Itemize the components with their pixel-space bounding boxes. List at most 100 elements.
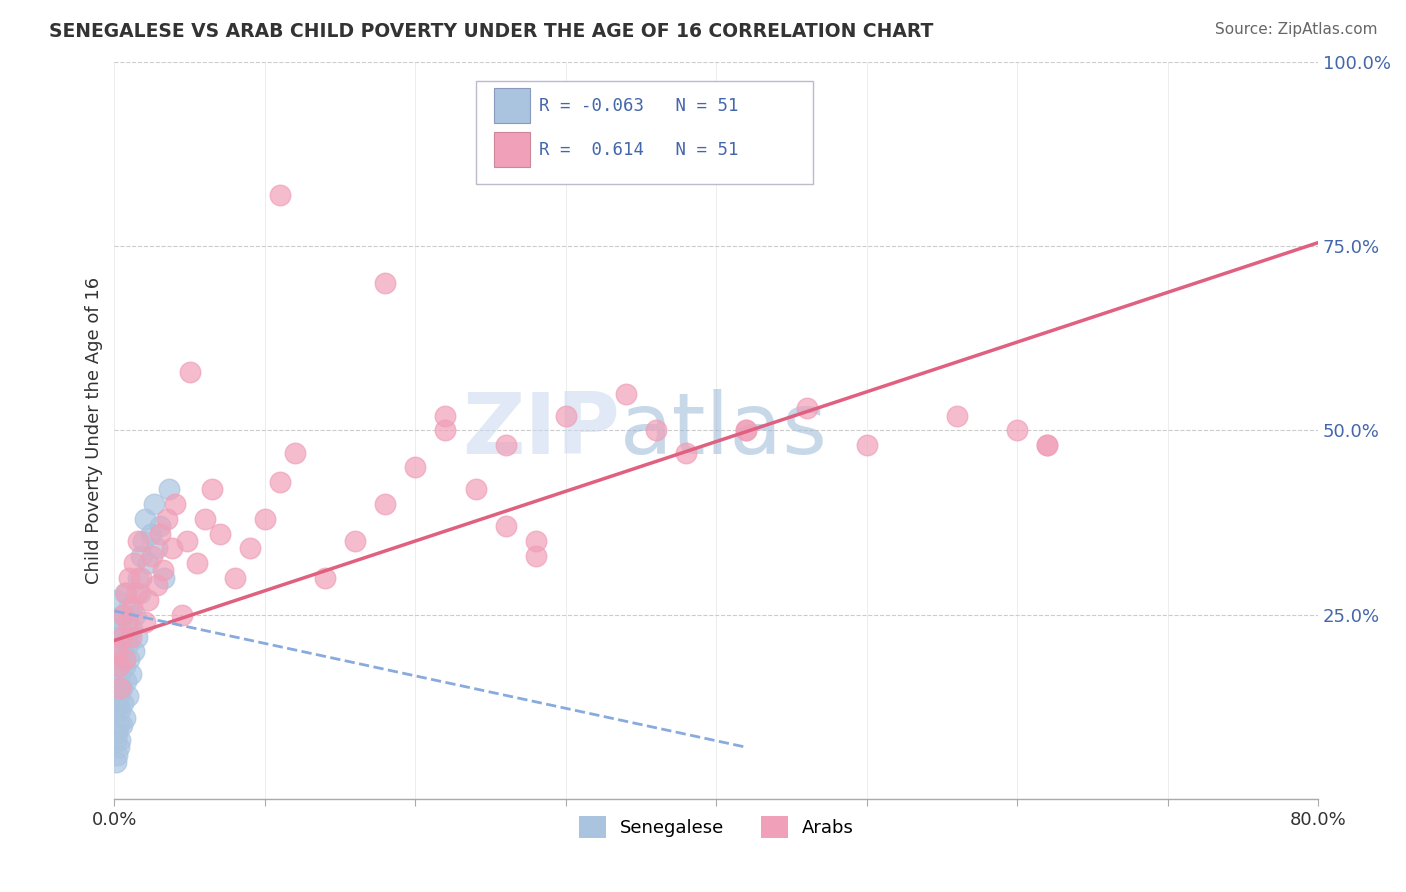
Point — [104, 703, 127, 717]
Point — [374, 497, 396, 511]
Point — [1036, 438, 1059, 452]
Point — [122, 556, 145, 570]
Point — [110, 703, 132, 717]
Point — [136, 556, 159, 570]
Point — [148, 526, 170, 541]
Point — [201, 483, 224, 497]
Y-axis label: Child Poverty Under the Age of 16: Child Poverty Under the Age of 16 — [86, 277, 103, 584]
Point — [136, 593, 159, 607]
Point — [107, 725, 129, 739]
Point — [125, 630, 148, 644]
Point — [108, 623, 131, 637]
Point — [118, 652, 141, 666]
Point — [104, 732, 127, 747]
Point — [110, 732, 132, 747]
Point — [675, 445, 697, 459]
Point — [208, 526, 231, 541]
Legend: Senegalese, Arabs: Senegalese, Arabs — [571, 808, 860, 845]
Point — [111, 644, 134, 658]
Point — [434, 409, 457, 423]
Point — [111, 718, 134, 732]
Point — [163, 497, 186, 511]
Text: Source: ZipAtlas.com: Source: ZipAtlas.com — [1215, 22, 1378, 37]
Point — [110, 666, 132, 681]
Point — [735, 424, 758, 438]
Point — [134, 615, 156, 629]
Point — [495, 438, 517, 452]
Point — [179, 365, 201, 379]
Point — [153, 571, 176, 585]
Point — [108, 659, 131, 673]
Point — [269, 475, 291, 489]
Point — [344, 533, 367, 548]
Point — [108, 689, 131, 703]
Point — [172, 607, 194, 622]
Point — [120, 666, 142, 681]
Point — [129, 585, 152, 599]
Point — [464, 483, 486, 497]
Point — [108, 740, 131, 755]
Point — [142, 497, 165, 511]
Point — [115, 630, 138, 644]
Point — [117, 637, 139, 651]
Point — [114, 585, 136, 599]
Point — [120, 630, 142, 644]
Point — [107, 644, 129, 658]
Point — [114, 659, 136, 673]
Point — [495, 519, 517, 533]
Point — [156, 512, 179, 526]
Point — [796, 401, 818, 416]
Text: ZIP: ZIP — [463, 389, 620, 472]
Text: atlas: atlas — [620, 389, 828, 472]
Point — [145, 541, 167, 556]
Point — [122, 644, 145, 658]
Point — [176, 533, 198, 548]
Point — [127, 533, 149, 548]
Point — [139, 526, 162, 541]
Point — [1005, 424, 1028, 438]
Point — [115, 673, 138, 688]
Point — [141, 549, 163, 563]
Point — [554, 409, 576, 423]
Text: R =  0.614   N = 51: R = 0.614 N = 51 — [540, 141, 738, 159]
Point — [107, 593, 129, 607]
Point — [110, 615, 132, 629]
Point — [125, 585, 148, 599]
Point — [145, 578, 167, 592]
Point — [114, 652, 136, 666]
Point — [1036, 438, 1059, 452]
Point — [127, 571, 149, 585]
Point — [524, 533, 547, 548]
Point — [946, 409, 969, 423]
FancyBboxPatch shape — [494, 88, 530, 123]
Point — [284, 445, 307, 459]
Point — [117, 689, 139, 703]
Point — [239, 541, 262, 556]
Point — [131, 571, 153, 585]
Point — [107, 747, 129, 762]
Point — [104, 681, 127, 696]
Point — [112, 607, 135, 622]
Point — [108, 718, 131, 732]
Point — [269, 187, 291, 202]
Point — [131, 549, 153, 563]
Point — [152, 564, 174, 578]
Point — [115, 585, 138, 599]
Point — [855, 438, 877, 452]
Point — [374, 276, 396, 290]
Text: SENEGALESE VS ARAB CHILD POVERTY UNDER THE AGE OF 16 CORRELATION CHART: SENEGALESE VS ARAB CHILD POVERTY UNDER T… — [49, 22, 934, 41]
Text: R = -0.063   N = 51: R = -0.063 N = 51 — [540, 96, 738, 114]
Point — [253, 512, 276, 526]
Point — [224, 571, 246, 585]
Point — [111, 630, 134, 644]
Point — [314, 571, 336, 585]
FancyBboxPatch shape — [494, 132, 530, 168]
Point — [118, 571, 141, 585]
Point — [114, 711, 136, 725]
Point — [121, 623, 143, 637]
Point — [107, 652, 129, 666]
Point — [112, 696, 135, 710]
Point — [112, 607, 135, 622]
Point — [108, 659, 131, 673]
Point — [110, 681, 132, 696]
